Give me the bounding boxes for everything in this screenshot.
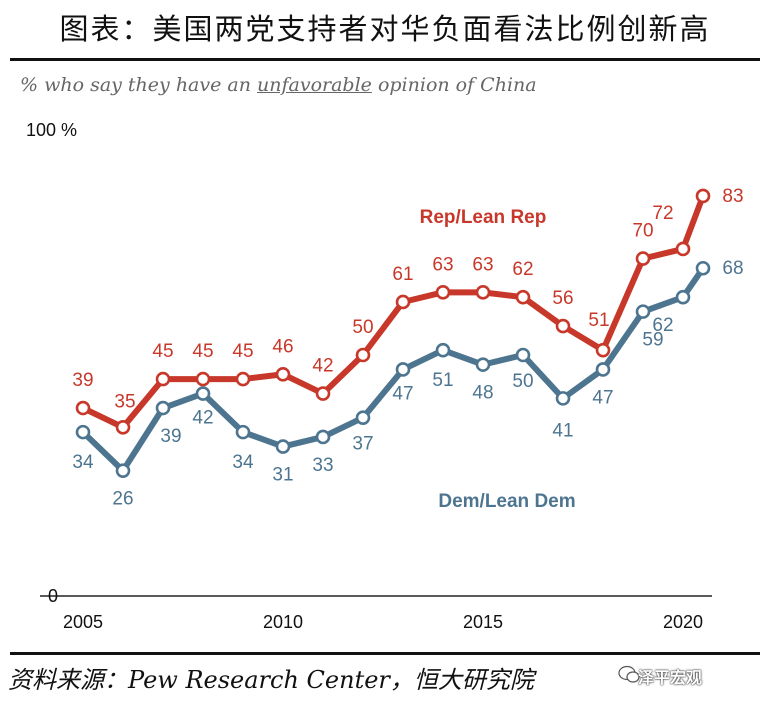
data-point bbox=[695, 260, 711, 276]
x-tick-label: 2010 bbox=[263, 612, 303, 632]
data-point bbox=[155, 371, 171, 387]
data-point bbox=[515, 347, 531, 363]
data-label: 34 bbox=[232, 452, 254, 473]
data-point bbox=[235, 424, 251, 440]
data-label: 50 bbox=[512, 371, 533, 392]
data-label: 62 bbox=[652, 315, 673, 336]
data-label: 33 bbox=[312, 455, 333, 476]
data-label: 63 bbox=[472, 254, 493, 275]
data-point bbox=[395, 294, 411, 310]
data-point bbox=[275, 439, 291, 454]
data-point bbox=[595, 362, 611, 377]
data-point bbox=[555, 391, 571, 406]
data-label: 50 bbox=[352, 317, 373, 338]
data-label: 48 bbox=[472, 383, 493, 404]
y-tick-label: 0 bbox=[48, 586, 58, 606]
data-point bbox=[595, 342, 611, 358]
title-bar: 图表：美国两党支持者对华负面看法比例创新高 bbox=[0, 0, 770, 58]
data-label: 63 bbox=[432, 254, 453, 275]
data-label: 72 bbox=[652, 203, 673, 224]
data-label: 46 bbox=[272, 336, 293, 357]
subtitle-prefix: % who say they have an bbox=[20, 74, 257, 96]
subtitle-suffix: opinion of China bbox=[371, 74, 537, 96]
y-tick-label: 100 % bbox=[26, 120, 77, 140]
data-point bbox=[195, 371, 211, 387]
x-tick-label: 2015 bbox=[463, 612, 503, 632]
data-point bbox=[355, 410, 371, 425]
data-label: 42 bbox=[312, 356, 333, 377]
wechat-icon bbox=[618, 665, 640, 683]
data-label: 59 bbox=[642, 330, 663, 351]
data-point bbox=[155, 400, 171, 416]
data-point bbox=[675, 241, 691, 257]
data-label: 31 bbox=[272, 465, 293, 486]
data-point bbox=[635, 251, 651, 266]
top-rule bbox=[10, 58, 760, 61]
chart-title: 图表：美国两党支持者对华负面看法比例创新高 bbox=[59, 12, 711, 46]
subtitle-emphasis: unfavorable bbox=[257, 74, 372, 96]
data-label: 45 bbox=[192, 341, 213, 362]
data-point bbox=[635, 304, 651, 319]
data-label: 37 bbox=[352, 434, 373, 455]
data-point bbox=[315, 386, 331, 401]
data-label: 47 bbox=[392, 383, 413, 404]
data-label: 45 bbox=[152, 341, 173, 362]
data-label: 56 bbox=[552, 288, 573, 309]
data-label: 39 bbox=[72, 370, 93, 391]
data-point bbox=[515, 289, 531, 305]
data-point bbox=[555, 318, 571, 334]
data-label: 51 bbox=[432, 370, 453, 391]
chart-subtitle: % who say they have an unfavorable opini… bbox=[20, 74, 537, 96]
legend-label-dem: Dem/Lean Dem bbox=[438, 491, 575, 512]
data-point bbox=[195, 386, 211, 401]
data-point bbox=[395, 362, 411, 377]
bottom-rule bbox=[10, 652, 760, 655]
data-label: 47 bbox=[592, 387, 613, 408]
data-label: 68 bbox=[722, 258, 743, 279]
data-label: 34 bbox=[72, 452, 94, 473]
data-label: 61 bbox=[392, 264, 413, 285]
data-label: 51 bbox=[588, 310, 609, 331]
data-point bbox=[235, 371, 251, 387]
data-point bbox=[435, 342, 451, 358]
source-note: 资料来源：Pew Research Center，恒大研究院 bbox=[8, 666, 534, 694]
data-point bbox=[75, 400, 91, 416]
data-label: 45 bbox=[232, 341, 253, 362]
data-label: 35 bbox=[114, 391, 135, 412]
data-label: 62 bbox=[512, 259, 533, 280]
data-point bbox=[275, 366, 291, 382]
data-label: 83 bbox=[722, 186, 743, 207]
legend-label-rep: Rep/Lean Rep bbox=[420, 207, 547, 228]
data-label: 26 bbox=[112, 489, 133, 510]
watermark: 泽平宏观 bbox=[638, 668, 703, 687]
data-label: 42 bbox=[192, 408, 213, 429]
data-label: 41 bbox=[552, 420, 573, 441]
data-point bbox=[475, 357, 491, 372]
data-point bbox=[315, 429, 331, 445]
x-tick-label: 2005 bbox=[63, 612, 103, 632]
data-point bbox=[435, 285, 451, 300]
data-point bbox=[675, 289, 691, 305]
data-label: 39 bbox=[160, 426, 181, 447]
x-tick-label: 2020 bbox=[663, 612, 703, 632]
data-label: 70 bbox=[632, 221, 653, 242]
data-point bbox=[695, 188, 711, 204]
data-point bbox=[115, 463, 131, 478]
data-point bbox=[475, 285, 491, 300]
data-point bbox=[355, 347, 371, 363]
data-point bbox=[75, 424, 91, 440]
data-point bbox=[115, 419, 131, 435]
